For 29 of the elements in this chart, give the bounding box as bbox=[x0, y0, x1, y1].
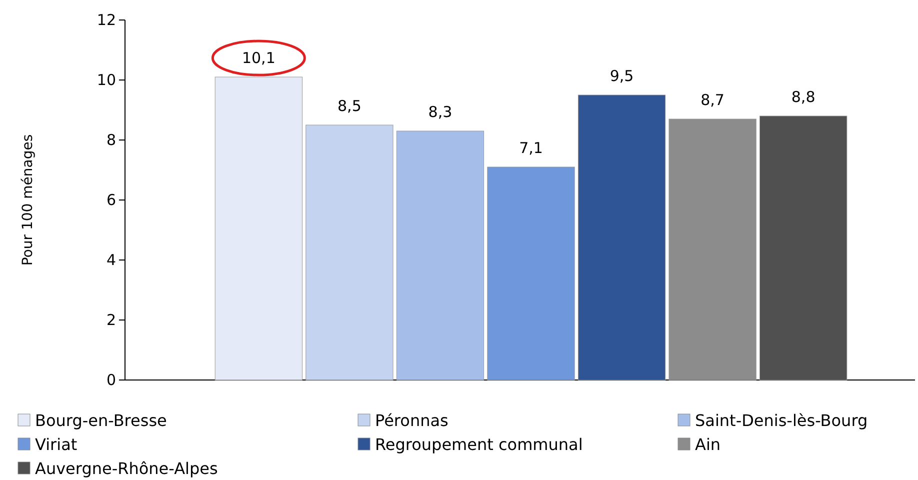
data-label: 10,1 bbox=[242, 49, 276, 67]
bar bbox=[487, 166, 575, 380]
bar bbox=[578, 94, 666, 380]
y-tick-label: 4 bbox=[106, 250, 116, 269]
data-label: 9,5 bbox=[610, 67, 634, 85]
data-label: 7,1 bbox=[519, 139, 543, 157]
legend-label: Saint-Denis-lès-Bourg bbox=[695, 411, 868, 430]
bar bbox=[396, 130, 484, 380]
data-label: 8,7 bbox=[700, 91, 724, 109]
legend-label: Auvergne-Rhône-Alpes bbox=[35, 459, 218, 478]
legend-label: Regroupement communal bbox=[375, 435, 583, 454]
legend-label: Bourg-en-Bresse bbox=[35, 411, 167, 430]
bar bbox=[306, 124, 394, 380]
y-tick-label: 8 bbox=[106, 130, 116, 149]
data-label: 8,5 bbox=[338, 97, 362, 115]
y-tick-label: 10 bbox=[96, 70, 116, 89]
y-tick-label: 6 bbox=[106, 190, 116, 209]
y-tick-label: 0 bbox=[106, 370, 116, 389]
legend-label: Ain bbox=[695, 435, 721, 454]
data-label: 8,8 bbox=[791, 88, 816, 106]
y-tick-label: 12 bbox=[96, 10, 116, 29]
bar bbox=[668, 118, 756, 380]
y-axis-title: Pour 100 ménages bbox=[20, 134, 36, 266]
bar bbox=[760, 116, 848, 380]
legend-label: Viriat bbox=[35, 435, 78, 454]
data-label: 8,3 bbox=[428, 103, 452, 121]
legend-label: Péronnas bbox=[375, 411, 448, 430]
y-tick-label: 2 bbox=[106, 310, 116, 329]
bar bbox=[214, 76, 302, 380]
